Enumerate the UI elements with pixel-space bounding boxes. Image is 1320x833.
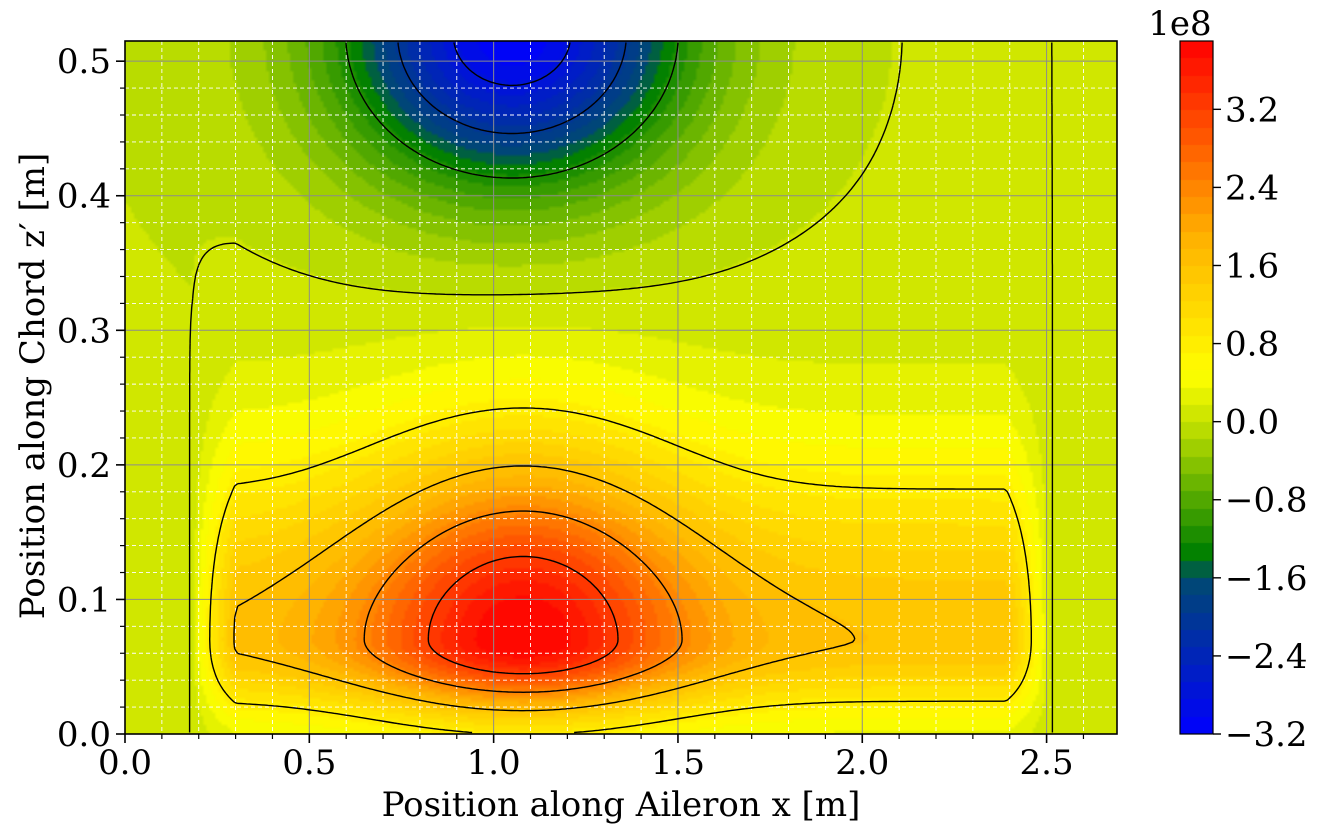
x-tick-label: 0.5 [282,743,336,783]
contour-line [209,407,1032,734]
x-tick-label: 1.5 [651,743,705,783]
contour-line [453,42,571,87]
colorbar-frame [1179,40,1214,735]
y-tick-label: 0.2 [57,446,111,486]
colorbar-tick-label: 2.4 [1225,168,1279,208]
colorbar-multiplier: 1e8 [1148,4,1211,44]
contour-line [363,510,683,693]
colorbar-tick-label: −3.2 [1225,715,1308,755]
colorbar-tick-label: 0.0 [1225,403,1279,443]
colorbar-tick-label: −2.4 [1225,637,1308,677]
grid-lines [125,41,1117,734]
colorbar-tick-label: 0.8 [1225,325,1279,365]
contour-line [345,42,679,179]
axes: 0.0 0.5 1.0 1.5 2.0 2.5 0.0 0.1 0.2 0.3 0.4 0.5 [57,42,1085,783]
contour-line [188,42,1054,733]
colorbar-tick-label: −1.6 [1225,559,1308,599]
colorbar [1180,41,1213,734]
contour-line [397,42,627,135]
stress-field-heatmap [125,41,1117,734]
y-tick-label: 0.4 [57,177,111,217]
contour-line [233,465,856,712]
y-tick-label: 0.5 [57,42,111,82]
colorbar-axis: −3.2 −2.4 −1.6 −0.8 0.0 0.8 1.6 2.4 3.2 [1213,90,1308,755]
x-tick-label: 0.0 [98,743,152,783]
x-tick-label: 1.0 [467,743,521,783]
x-axis-label: Position along Aileron x [m] [382,785,861,825]
contour-lines [188,42,1054,734]
plot-frame [124,40,1118,735]
colorbar-tick-label: −0.8 [1225,481,1308,521]
colorbar-tick-label: 1.6 [1225,246,1279,286]
colorbar-tick-label: 3.2 [1225,90,1279,130]
plot-area [125,41,1117,734]
y-axis-label: Position along Chord z′ [m] [13,153,53,620]
contour-line [427,555,619,675]
x-tick-label: 2.5 [1020,743,1074,783]
y-tick-label: 0.0 [57,715,111,755]
y-tick-label: 0.1 [57,580,111,620]
y-tick-label: 0.3 [57,311,111,351]
x-tick-label: 2.0 [835,743,889,783]
